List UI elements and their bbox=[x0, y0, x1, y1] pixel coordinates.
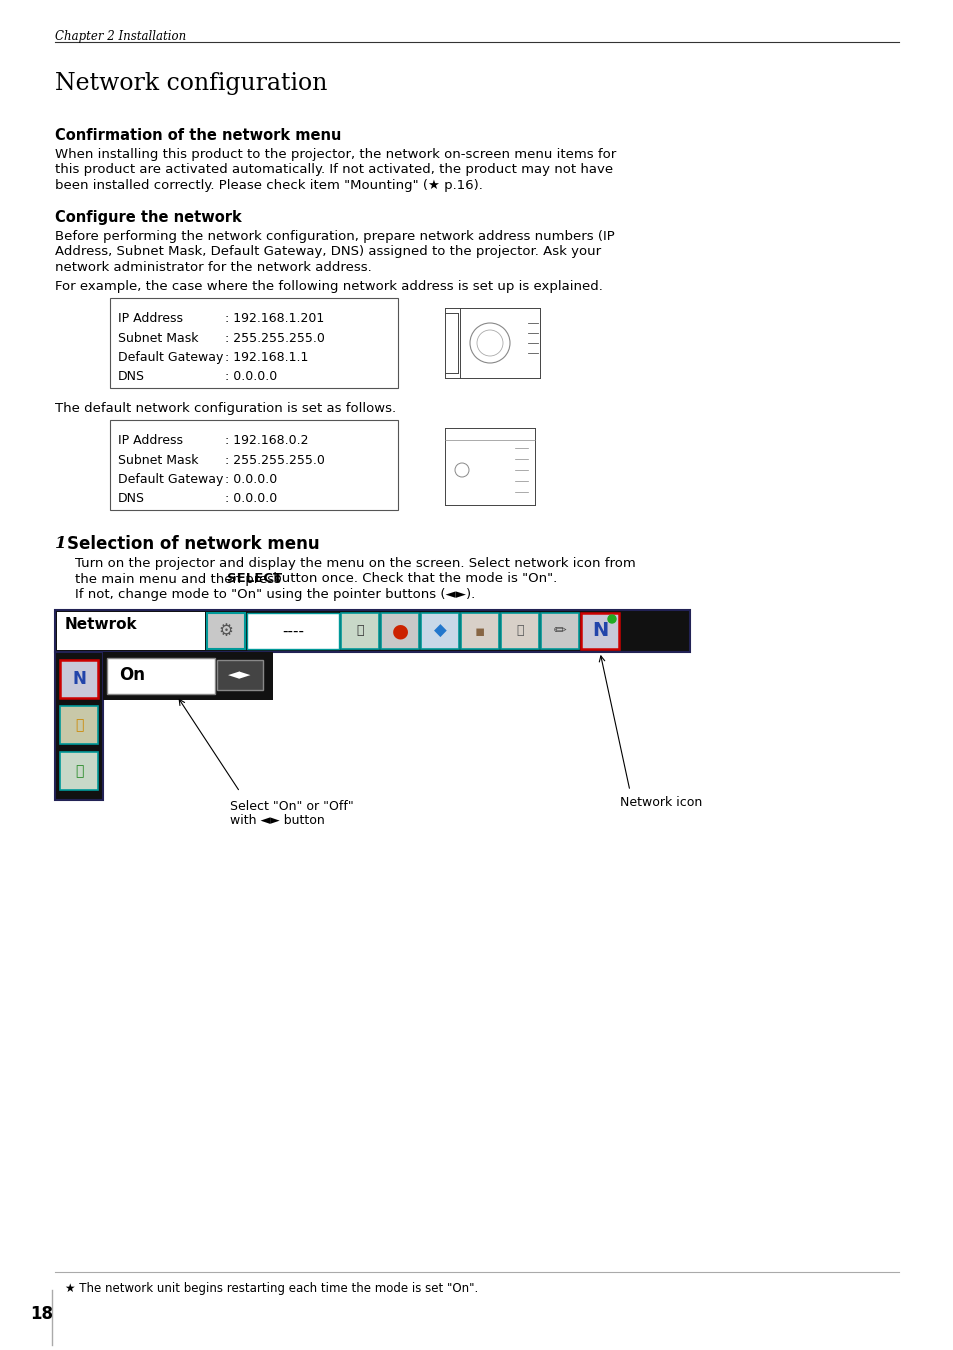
Text: Selection of network menu: Selection of network menu bbox=[67, 535, 319, 554]
Text: 📋: 📋 bbox=[74, 764, 83, 778]
Bar bbox=[380, 613, 418, 649]
Bar bbox=[107, 657, 214, 694]
Text: SELECT: SELECT bbox=[227, 572, 282, 586]
Text: For example, the case where the following network address is set up is explained: For example, the case where the followin… bbox=[55, 279, 602, 293]
Bar bbox=[500, 613, 538, 649]
Circle shape bbox=[607, 616, 616, 622]
Bar bbox=[420, 613, 458, 649]
Text: ----: ---- bbox=[282, 624, 304, 639]
Text: 1: 1 bbox=[55, 535, 67, 552]
Bar bbox=[247, 613, 338, 649]
Bar bbox=[103, 652, 273, 701]
Text: On: On bbox=[119, 666, 145, 684]
Text: The default network configuration is set as follows.: The default network configuration is set… bbox=[55, 402, 395, 414]
Bar bbox=[110, 420, 397, 510]
Text: Before performing the network configuration, prepare network address numbers (IP: Before performing the network configurat… bbox=[55, 230, 614, 243]
Text: N: N bbox=[72, 670, 86, 688]
Text: Turn on the projector and display the menu on the screen. Select network icon fr: Turn on the projector and display the me… bbox=[75, 558, 635, 570]
Text: ●: ● bbox=[391, 621, 408, 640]
Text: 18: 18 bbox=[30, 1305, 53, 1323]
Bar bbox=[55, 652, 103, 801]
Text: DNS: DNS bbox=[118, 370, 145, 383]
Text: ▪: ▪ bbox=[475, 624, 485, 639]
Text: with ◄► button: with ◄► button bbox=[230, 814, 324, 828]
Bar bbox=[207, 613, 245, 649]
Text: If not, change mode to "On" using the pointer buttons (◄►).: If not, change mode to "On" using the po… bbox=[75, 589, 475, 601]
Text: ★ The network unit begins restarting each time the mode is set "On".: ★ The network unit begins restarting eac… bbox=[65, 1282, 477, 1295]
Text: 💻: 💻 bbox=[355, 625, 363, 637]
Text: : 192.168.1.201: : 192.168.1.201 bbox=[225, 312, 324, 325]
Text: N: N bbox=[591, 621, 607, 640]
Bar bbox=[57, 612, 205, 649]
Text: : 255.255.255.0: : 255.255.255.0 bbox=[225, 454, 325, 467]
Text: ⚙: ⚙ bbox=[218, 622, 233, 640]
Text: Configure the network: Configure the network bbox=[55, 211, 241, 225]
Text: Confirmation of the network menu: Confirmation of the network menu bbox=[55, 128, 341, 143]
Text: been installed correctly. Please check item "Mounting" (★ p.16).: been installed correctly. Please check i… bbox=[55, 180, 482, 192]
Text: Default Gateway: Default Gateway bbox=[118, 472, 223, 486]
Text: the main menu and then press: the main menu and then press bbox=[75, 572, 285, 586]
Text: : 0.0.0.0: : 0.0.0.0 bbox=[225, 493, 277, 505]
Text: Subnet Mask: Subnet Mask bbox=[118, 332, 198, 344]
Text: : 192.168.0.2: : 192.168.0.2 bbox=[225, 433, 308, 447]
Text: Address, Subnet Mask, Default Gateway, DNS) assigned to the projector. Ask your: Address, Subnet Mask, Default Gateway, D… bbox=[55, 246, 600, 258]
Text: 🔊: 🔊 bbox=[516, 625, 523, 637]
Text: button once. Check that the mode is "On".: button once. Check that the mode is "On"… bbox=[269, 572, 557, 586]
Text: this product are activated automatically. If not activated, the product may not : this product are activated automatically… bbox=[55, 163, 613, 177]
Bar bbox=[60, 660, 98, 698]
Text: DNS: DNS bbox=[118, 493, 145, 505]
Bar bbox=[60, 752, 98, 790]
Text: Subnet Mask: Subnet Mask bbox=[118, 454, 198, 467]
Text: : 255.255.255.0: : 255.255.255.0 bbox=[225, 332, 325, 344]
Bar bbox=[110, 298, 397, 387]
Text: ◄►: ◄► bbox=[228, 667, 252, 683]
Text: Network icon: Network icon bbox=[619, 796, 701, 809]
Bar bbox=[580, 613, 618, 649]
Text: : 0.0.0.0: : 0.0.0.0 bbox=[225, 370, 277, 383]
Bar bbox=[55, 610, 689, 652]
Text: Network configuration: Network configuration bbox=[55, 72, 327, 94]
Text: IP Address: IP Address bbox=[118, 312, 183, 325]
Bar bbox=[60, 706, 98, 744]
Text: ◆: ◆ bbox=[434, 622, 446, 640]
Bar bbox=[340, 613, 378, 649]
Text: IP Address: IP Address bbox=[118, 433, 183, 447]
Text: : 192.168.1.1: : 192.168.1.1 bbox=[225, 351, 308, 364]
Text: : 0.0.0.0: : 0.0.0.0 bbox=[225, 472, 277, 486]
Bar bbox=[540, 613, 578, 649]
Text: Select "On" or "Off": Select "On" or "Off" bbox=[230, 801, 354, 813]
Text: Default Gateway: Default Gateway bbox=[118, 351, 223, 364]
Text: Netwrok: Netwrok bbox=[65, 617, 137, 632]
Text: network administrator for the network address.: network administrator for the network ad… bbox=[55, 261, 372, 274]
Text: When installing this product to the projector, the network on-screen menu items : When installing this product to the proj… bbox=[55, 148, 616, 161]
Bar bbox=[216, 660, 263, 690]
Text: 🔑: 🔑 bbox=[74, 718, 83, 732]
Text: Chapter 2 Installation: Chapter 2 Installation bbox=[55, 30, 186, 43]
Bar bbox=[460, 613, 498, 649]
Text: ✏: ✏ bbox=[553, 624, 566, 639]
